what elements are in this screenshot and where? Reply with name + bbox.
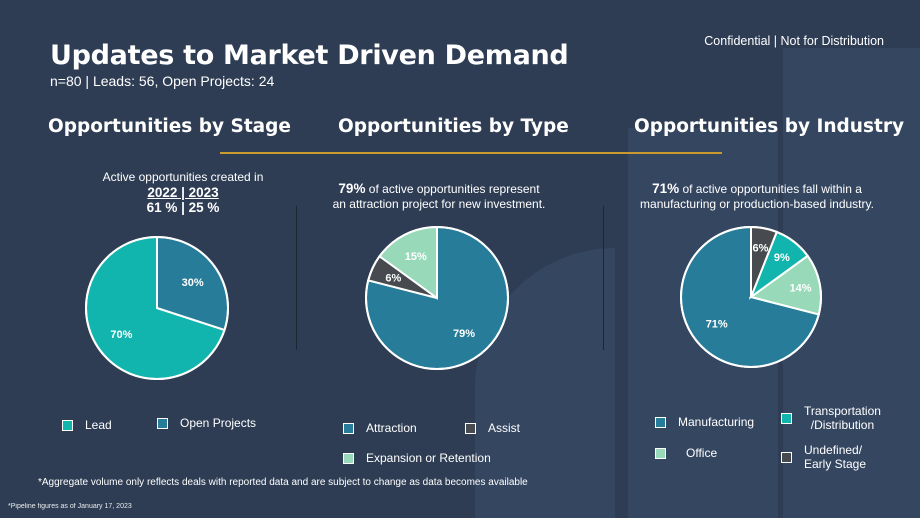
pie-chart-type: 79% 6% 15% bbox=[365, 225, 509, 370]
type-desc-rest: of active opportunities represent bbox=[368, 182, 540, 196]
legend-label-line2: Early Stage bbox=[804, 457, 867, 471]
legend-item-manufacturing: Manufacturing bbox=[655, 415, 754, 429]
stage-description: Active opportunities created in 2022 | 2… bbox=[56, 170, 310, 215]
pie-label: 71% bbox=[706, 319, 728, 331]
pie-chart-industry: 71% 14% 9% 6% bbox=[680, 225, 822, 368]
section-title-type: Opportunities by Type bbox=[338, 116, 569, 137]
pie-label: 6% bbox=[385, 272, 401, 284]
industry-highlight: 71% bbox=[652, 181, 680, 196]
legend-label: Undefined/ Early Stage bbox=[804, 443, 866, 471]
pie-label: 70% bbox=[110, 329, 132, 341]
pie-label: 30% bbox=[182, 277, 204, 289]
legend-swatch bbox=[465, 422, 476, 434]
legend-label-line2: /Distribution bbox=[810, 418, 875, 432]
legend-swatch bbox=[781, 412, 792, 424]
footnote: *Aggregate volume only reflects deals wi… bbox=[38, 477, 528, 488]
legend-label: Assist bbox=[488, 421, 521, 435]
legend-swatch bbox=[655, 447, 666, 459]
type-highlight: 79% bbox=[338, 181, 366, 196]
legend-swatch bbox=[343, 422, 354, 434]
legend-label: Office bbox=[686, 446, 718, 460]
legend-label: Lead bbox=[85, 418, 112, 432]
section-title-industry: Opportunities by Industry bbox=[634, 116, 905, 137]
section-title-stage: Opportunities by Stage bbox=[48, 116, 291, 137]
legend-item-attraction: Attraction bbox=[343, 421, 417, 435]
legend-label: Transportation /Distribution bbox=[804, 404, 881, 432]
pie-outline bbox=[365, 226, 509, 370]
footnote-date: *Pipeline figures as of January 17, 2023 bbox=[8, 503, 132, 510]
legend-label: Attraction bbox=[366, 421, 417, 435]
legend-item-transportation: Transportation /Distribution bbox=[781, 404, 881, 432]
type-desc-line2: an attraction project for new investment… bbox=[332, 197, 546, 211]
pie-outline bbox=[85, 236, 229, 380]
pie-label: 79% bbox=[453, 328, 475, 340]
stage-percents: 61 % | 25 % bbox=[146, 200, 220, 215]
pie-label: 15% bbox=[405, 251, 427, 263]
pie-label: 9% bbox=[774, 252, 790, 264]
legend-swatch bbox=[343, 452, 354, 464]
section-divider-right bbox=[603, 206, 604, 350]
industry-desc-line2: manufacturing or production-based indust… bbox=[640, 197, 874, 211]
stage-years: 2022 | 2023 bbox=[147, 185, 219, 200]
industry-desc-rest: of active opportunities fall within a bbox=[682, 182, 862, 196]
pie-label: 6% bbox=[752, 242, 768, 254]
legend-swatch bbox=[655, 416, 666, 428]
divider-line bbox=[220, 152, 722, 154]
legend-swatch bbox=[781, 451, 792, 463]
pie-outline bbox=[680, 226, 822, 368]
section-divider-left bbox=[296, 206, 297, 350]
legend-item-office: Office bbox=[655, 446, 717, 460]
legend-item-undefined: Undefined/ Early Stage bbox=[781, 443, 866, 471]
stage-desc-line: Active opportunities created in bbox=[102, 170, 264, 184]
pie-chart-stage: 70% 30% bbox=[85, 235, 229, 380]
pie-label: 14% bbox=[789, 283, 811, 295]
legend-item-assist: Assist bbox=[465, 421, 520, 435]
legend-item-lead: Lead bbox=[62, 418, 112, 432]
type-description: 79% of active opportunities represent an… bbox=[312, 181, 566, 212]
confidential-label: Confidential | Not for Distribution bbox=[704, 34, 884, 48]
legend-item-expansion: Expansion or Retention bbox=[343, 451, 491, 465]
legend-swatch bbox=[62, 419, 73, 431]
legend-label-line1: Undefined/ bbox=[804, 443, 863, 457]
legend-label: Open Projects bbox=[180, 416, 257, 430]
legend-label-line1: Transportation bbox=[804, 404, 881, 418]
industry-description: 71% of active opportunities fall within … bbox=[622, 181, 892, 212]
legend-swatch bbox=[157, 417, 168, 429]
legend-label: Manufacturing bbox=[678, 415, 755, 429]
legend-item-open-projects: Open Projects bbox=[157, 416, 256, 430]
page-subtitle: n=80 | Leads: 56, Open Projects: 24 bbox=[50, 73, 275, 89]
page-title: Updates to Market Driven Demand bbox=[50, 40, 569, 71]
legend-label: Expansion or Retention bbox=[366, 451, 491, 465]
